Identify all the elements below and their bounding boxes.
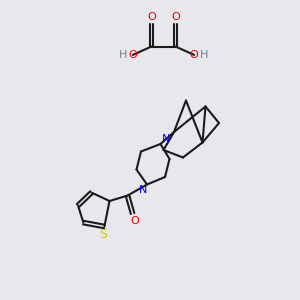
Text: N: N [139,185,148,195]
Text: O: O [128,50,137,60]
Text: H: H [119,50,128,60]
Text: N: N [161,134,170,144]
Text: O: O [147,11,156,22]
Text: O: O [171,11,180,22]
Text: H: H [200,50,208,60]
Text: O: O [130,216,140,226]
Text: S: S [99,227,107,241]
Text: O: O [190,50,199,60]
